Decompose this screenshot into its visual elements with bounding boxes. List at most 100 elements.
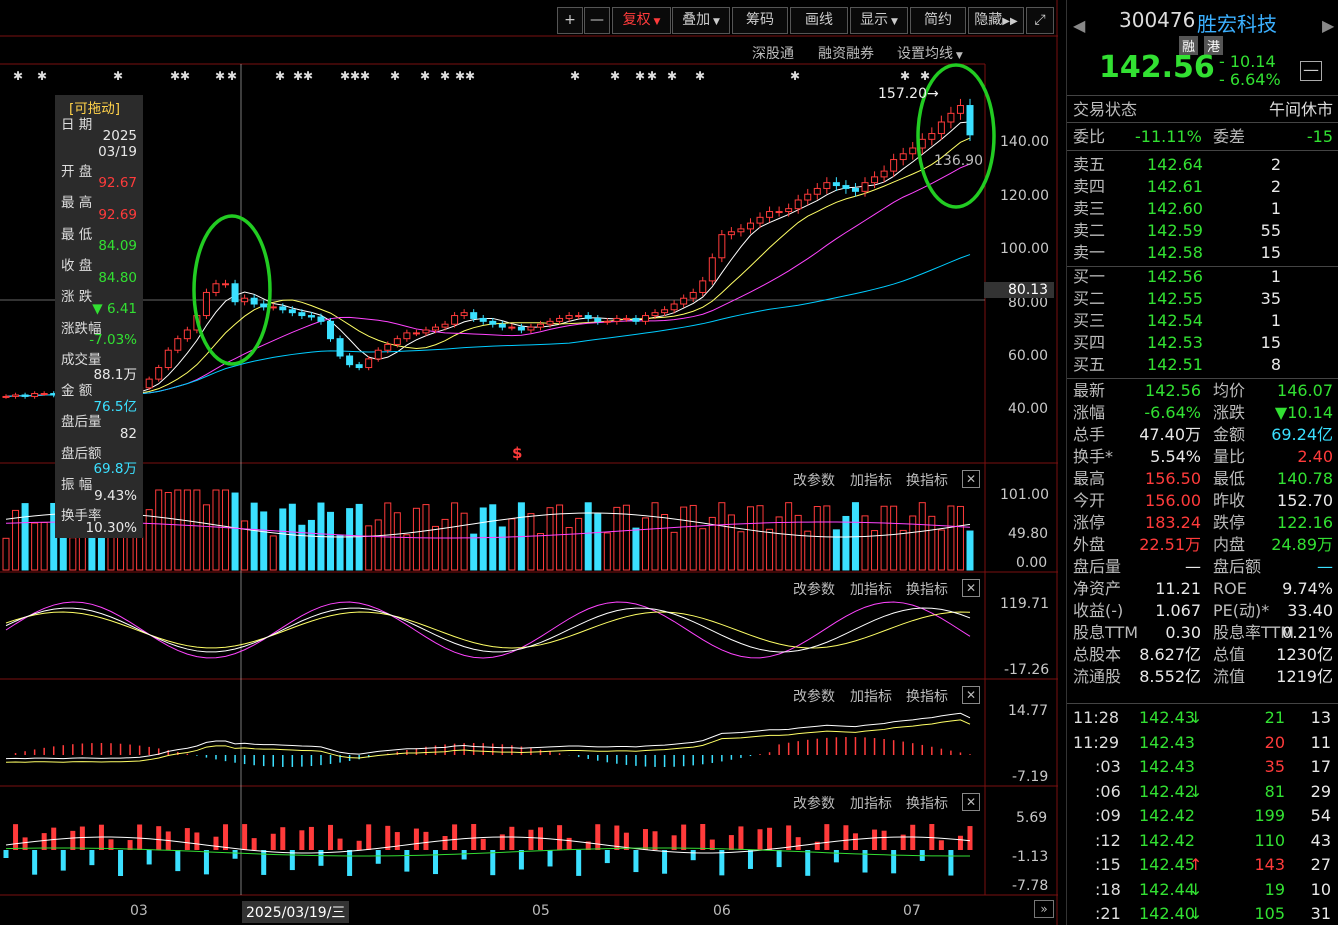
- chouma-button[interactable]: 筹码: [732, 7, 788, 34]
- info-box[interactable]: [可拖动] 日 期 2025 03/19 开 盘 92.67 最 高 92.69…: [55, 95, 143, 538]
- chart-area[interactable]: ✱ ✱ ✱ ✱ ✱ ✱ ✱ ✱ ✱ ✱ ✱ ✱ ✱ ✱ ✱ ✱ ✱ ✱ ✱ ✱ ✱ ✱ ✱ ✱ ✱ ✱ ✱ + — 复权 ▼ 叠加 …: [0, 0, 1058, 925]
- volume-bar: [164, 491, 172, 571]
- stat-value: 0.21%: [1282, 623, 1333, 642]
- info-close-label: 收 盘: [61, 258, 93, 274]
- macd-change-params[interactable]: 改参数: [793, 689, 835, 705]
- ask-row[interactable]: 卖一 142.58 15: [1067, 242, 1338, 264]
- ask-row[interactable]: 卖二 142.59 55: [1067, 220, 1338, 242]
- flow-bar: [51, 827, 57, 850]
- stat-label: 盘后额: [1213, 557, 1262, 576]
- volume-bar: [842, 515, 850, 571]
- flow-add-indicator[interactable]: 加指标: [850, 796, 892, 812]
- flow-bar: [604, 850, 610, 864]
- ask-row[interactable]: 卖三 142.60 1: [1067, 198, 1338, 220]
- stat-row: 流通股 8.552亿 流值 1219亿: [1067, 666, 1338, 688]
- event-marker: ✱: [465, 69, 475, 83]
- set-ma-link[interactable]: 设置均线 ▼: [897, 43, 963, 63]
- ask-row[interactable]: 卖五 142.64 2: [1067, 154, 1338, 176]
- stat-row: 涨幅 -6.64% 涨跌 ▼10.14: [1067, 402, 1338, 424]
- prev-stock-icon[interactable]: ◀: [1073, 16, 1086, 35]
- volume-bar: [193, 489, 201, 571]
- ask-volume: 2: [1270, 155, 1281, 174]
- tick-volume: 105: [1254, 904, 1285, 923]
- diejia-button[interactable]: 叠加 ▼: [672, 7, 730, 34]
- event-marker: ✱: [610, 69, 620, 83]
- stat-value: —: [1185, 557, 1201, 576]
- zoom-out-button[interactable]: —: [584, 7, 610, 34]
- volume-bar: [651, 502, 659, 571]
- volume-bar: [699, 528, 707, 571]
- event-marker: ✱: [360, 69, 370, 83]
- candle-body: [2, 395, 10, 398]
- macd-switch-indicator[interactable]: 换指标: [906, 689, 948, 705]
- vol-add-indicator[interactable]: 加指标: [850, 473, 892, 489]
- bid-row[interactable]: 买二 142.55 35: [1067, 288, 1338, 310]
- candle-body: [603, 320, 611, 323]
- flow-bar: [194, 832, 200, 850]
- huaxian-button[interactable]: 画线: [790, 7, 848, 34]
- expand-icon[interactable]: ⤢: [1026, 7, 1054, 34]
- bid-label: 买二: [1073, 289, 1106, 308]
- flow-change-params[interactable]: 改参数: [793, 796, 835, 812]
- collapse-button[interactable]: —: [1300, 61, 1322, 81]
- candle-body: [861, 182, 869, 192]
- shengutong-link[interactable]: 深股通: [752, 46, 794, 62]
- flow-bar: [79, 826, 85, 850]
- next-stock-icon[interactable]: ▶: [1322, 16, 1335, 35]
- xianshi-button[interactable]: 显示 ▼: [850, 7, 908, 34]
- ask-row[interactable]: 卖四 142.61 2: [1067, 176, 1338, 198]
- candle-body: [222, 283, 230, 286]
- event-marker: ✱: [420, 69, 430, 83]
- stat-label: 净资产: [1073, 579, 1122, 598]
- jianjia-button[interactable]: 简约: [910, 7, 966, 34]
- flow-switch-indicator[interactable]: 换指标: [906, 796, 948, 812]
- kdj-change-params[interactable]: 改参数: [793, 582, 835, 598]
- flow-bar: [957, 835, 963, 850]
- stat-value: 8.552亿: [1139, 667, 1201, 686]
- flow-y-tick: 5.69: [1016, 810, 1048, 826]
- info-title[interactable]: [可拖动]: [69, 101, 121, 117]
- flow-bar: [490, 850, 496, 876]
- macd-add-indicator[interactable]: 加指标: [850, 689, 892, 705]
- bid-row[interactable]: 买三 142.54 1: [1067, 310, 1338, 332]
- volume-bar: [594, 513, 602, 571]
- info-vol-label: 成交量: [61, 352, 102, 368]
- vol-switch-indicator[interactable]: 换指标: [906, 473, 948, 489]
- candle-body: [756, 216, 764, 224]
- candle-body: [174, 338, 182, 351]
- macd-close-icon[interactable]: ✕: [962, 686, 980, 704]
- rongzi-link[interactable]: 融资融券: [818, 46, 874, 62]
- candle-body: [813, 187, 821, 195]
- tick-row: :15 142.45 ↑ 143 27: [1067, 854, 1338, 876]
- stat-value: 146.07: [1277, 381, 1333, 400]
- vol-close-icon[interactable]: ✕: [962, 470, 980, 488]
- fuquan-button[interactable]: 复权 ▼: [612, 7, 671, 34]
- event-marker: ✱: [390, 69, 400, 83]
- kdj-close-icon[interactable]: ✕: [962, 579, 980, 597]
- flow-bar: [738, 826, 744, 850]
- bid-row[interactable]: 买五 142.51 8: [1067, 354, 1338, 376]
- bid-row[interactable]: 买四 142.53 15: [1067, 332, 1338, 354]
- flow-bar: [385, 825, 391, 850]
- flow-bar: [423, 831, 429, 850]
- zoom-in-button[interactable]: +: [557, 7, 583, 34]
- info-close: 84.80: [98, 270, 137, 286]
- bid-row[interactable]: 买一 142.56 1: [1067, 266, 1338, 288]
- vol-change-params[interactable]: 改参数: [793, 473, 835, 489]
- stat-value: 152.70: [1277, 491, 1333, 510]
- flow-bar: [146, 850, 152, 865]
- candle-body: [288, 309, 296, 314]
- scroll-right-icon[interactable]: »: [1034, 900, 1054, 918]
- volume-bar: [880, 505, 888, 571]
- flow-close-icon[interactable]: ✕: [962, 793, 980, 811]
- yincang-button[interactable]: 隐藏▶▶: [968, 7, 1024, 34]
- volume-bar: [298, 524, 306, 571]
- info-low: 84.09: [98, 238, 137, 254]
- kdj-add-indicator[interactable]: 加指标: [850, 582, 892, 598]
- flow-bar: [261, 850, 267, 875]
- kdj-switch-indicator[interactable]: 换指标: [906, 582, 948, 598]
- tick-row: 11:28 142.43 ↓ 21 13: [1067, 707, 1338, 729]
- tick-arrow: ↓: [1189, 781, 1203, 801]
- tick-volume: 81: [1264, 781, 1285, 801]
- volume-bar: [31, 522, 39, 571]
